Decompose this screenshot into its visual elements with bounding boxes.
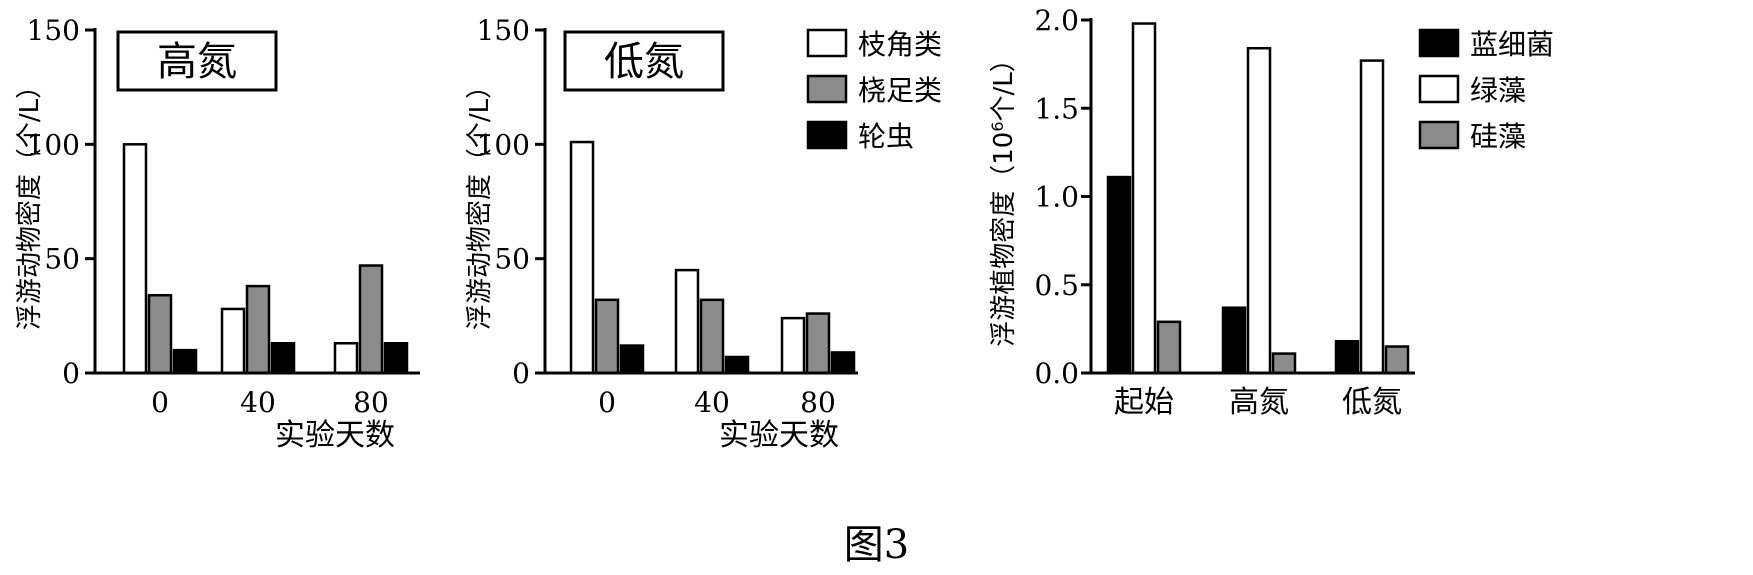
panel-label-box: [563, 30, 725, 92]
bar: [805, 312, 831, 375]
y-tick-label: 0: [512, 357, 530, 390]
legend-swatch: [1418, 74, 1460, 104]
bar: [220, 307, 246, 375]
bar: [383, 342, 409, 375]
x-tick-label: 起始: [1114, 385, 1174, 420]
bar: [724, 355, 750, 375]
bar: [122, 143, 148, 375]
y-axis-label: 浮游植物密度（106个/L）: [988, 46, 1020, 347]
legend-swatch: [1418, 120, 1460, 150]
y-tick-label: 0.5: [1034, 269, 1079, 302]
legend-label: 硅藻: [1470, 120, 1526, 153]
legend-label: 绿藻: [1470, 74, 1526, 107]
y-axis-label: 浮游动物密度（个/L）: [15, 73, 45, 330]
x-axis-label: 实验天数: [275, 418, 395, 453]
legend-swatch: [806, 120, 848, 150]
y-tick-label: 0: [62, 357, 80, 390]
legend-swatch: [806, 28, 848, 58]
legend-label: 枝角类: [858, 28, 942, 61]
x-tick-label: 80: [800, 386, 836, 419]
bar: [1359, 59, 1385, 375]
bar: [619, 344, 645, 375]
legend-label: 轮虫: [858, 120, 914, 153]
x-tick-label: 高氮: [1229, 385, 1289, 420]
x-tick-label: 40: [694, 386, 730, 419]
bar: [358, 264, 384, 375]
y-tick-label: 100: [477, 128, 530, 161]
bar: [674, 268, 700, 375]
legend-label: 桡足类: [858, 74, 942, 107]
bar: [1106, 175, 1132, 375]
x-tick-label: 0: [598, 386, 616, 419]
bar: [1221, 306, 1247, 375]
y-tick-label: 1.0: [1034, 181, 1079, 214]
bar: [1384, 345, 1410, 375]
panel-label: 高氮: [157, 39, 237, 85]
bar: [569, 140, 595, 375]
bar: [1246, 46, 1272, 375]
chart-panel-3: 0.0 0.5 1.0 1.5 2.0 起始 高氮 低氮 浮游植物密度（106个/L） 蓝细菌绿藻…: [988, 4, 1555, 420]
bar: [1334, 339, 1360, 375]
legend-swatch: [1418, 28, 1460, 58]
bar: [699, 298, 725, 375]
legend-label: 蓝细菌: [1470, 28, 1554, 61]
y-tick-label: 150: [27, 14, 80, 47]
y-tick-label: 0.0: [1034, 357, 1079, 390]
x-axis-label: 实验天数: [719, 418, 839, 453]
bar: [594, 298, 620, 375]
x-tick-label: 低氮: [1342, 385, 1402, 420]
y-tick-label: 50: [44, 243, 80, 276]
legend-swatch: [806, 74, 848, 104]
bar: [147, 294, 173, 375]
y-axis-label: 浮游动物密度（个/L）: [465, 73, 495, 330]
y-tick-label: 2.0: [1034, 4, 1079, 37]
bar: [1131, 22, 1157, 375]
x-tick-label: 40: [240, 386, 276, 419]
bar: [1271, 352, 1297, 375]
panel-label-box: [116, 30, 278, 92]
figure-caption: 图3: [843, 522, 910, 568]
x-tick-label: 0: [151, 386, 169, 419]
bar: [1156, 320, 1182, 375]
y-tick-label: 1.5: [1034, 92, 1079, 125]
panel-label: 低氮: [604, 39, 684, 85]
x-tick-label: 80: [353, 386, 389, 419]
bar: [245, 284, 271, 375]
bar: [780, 316, 806, 375]
bar: [172, 348, 198, 375]
bar: [830, 351, 856, 375]
bar: [270, 342, 296, 375]
y-tick-label: 150: [477, 14, 530, 47]
bar: [333, 342, 359, 375]
y-tick-label: 100: [27, 128, 80, 161]
y-tick-label: 50: [494, 243, 530, 276]
